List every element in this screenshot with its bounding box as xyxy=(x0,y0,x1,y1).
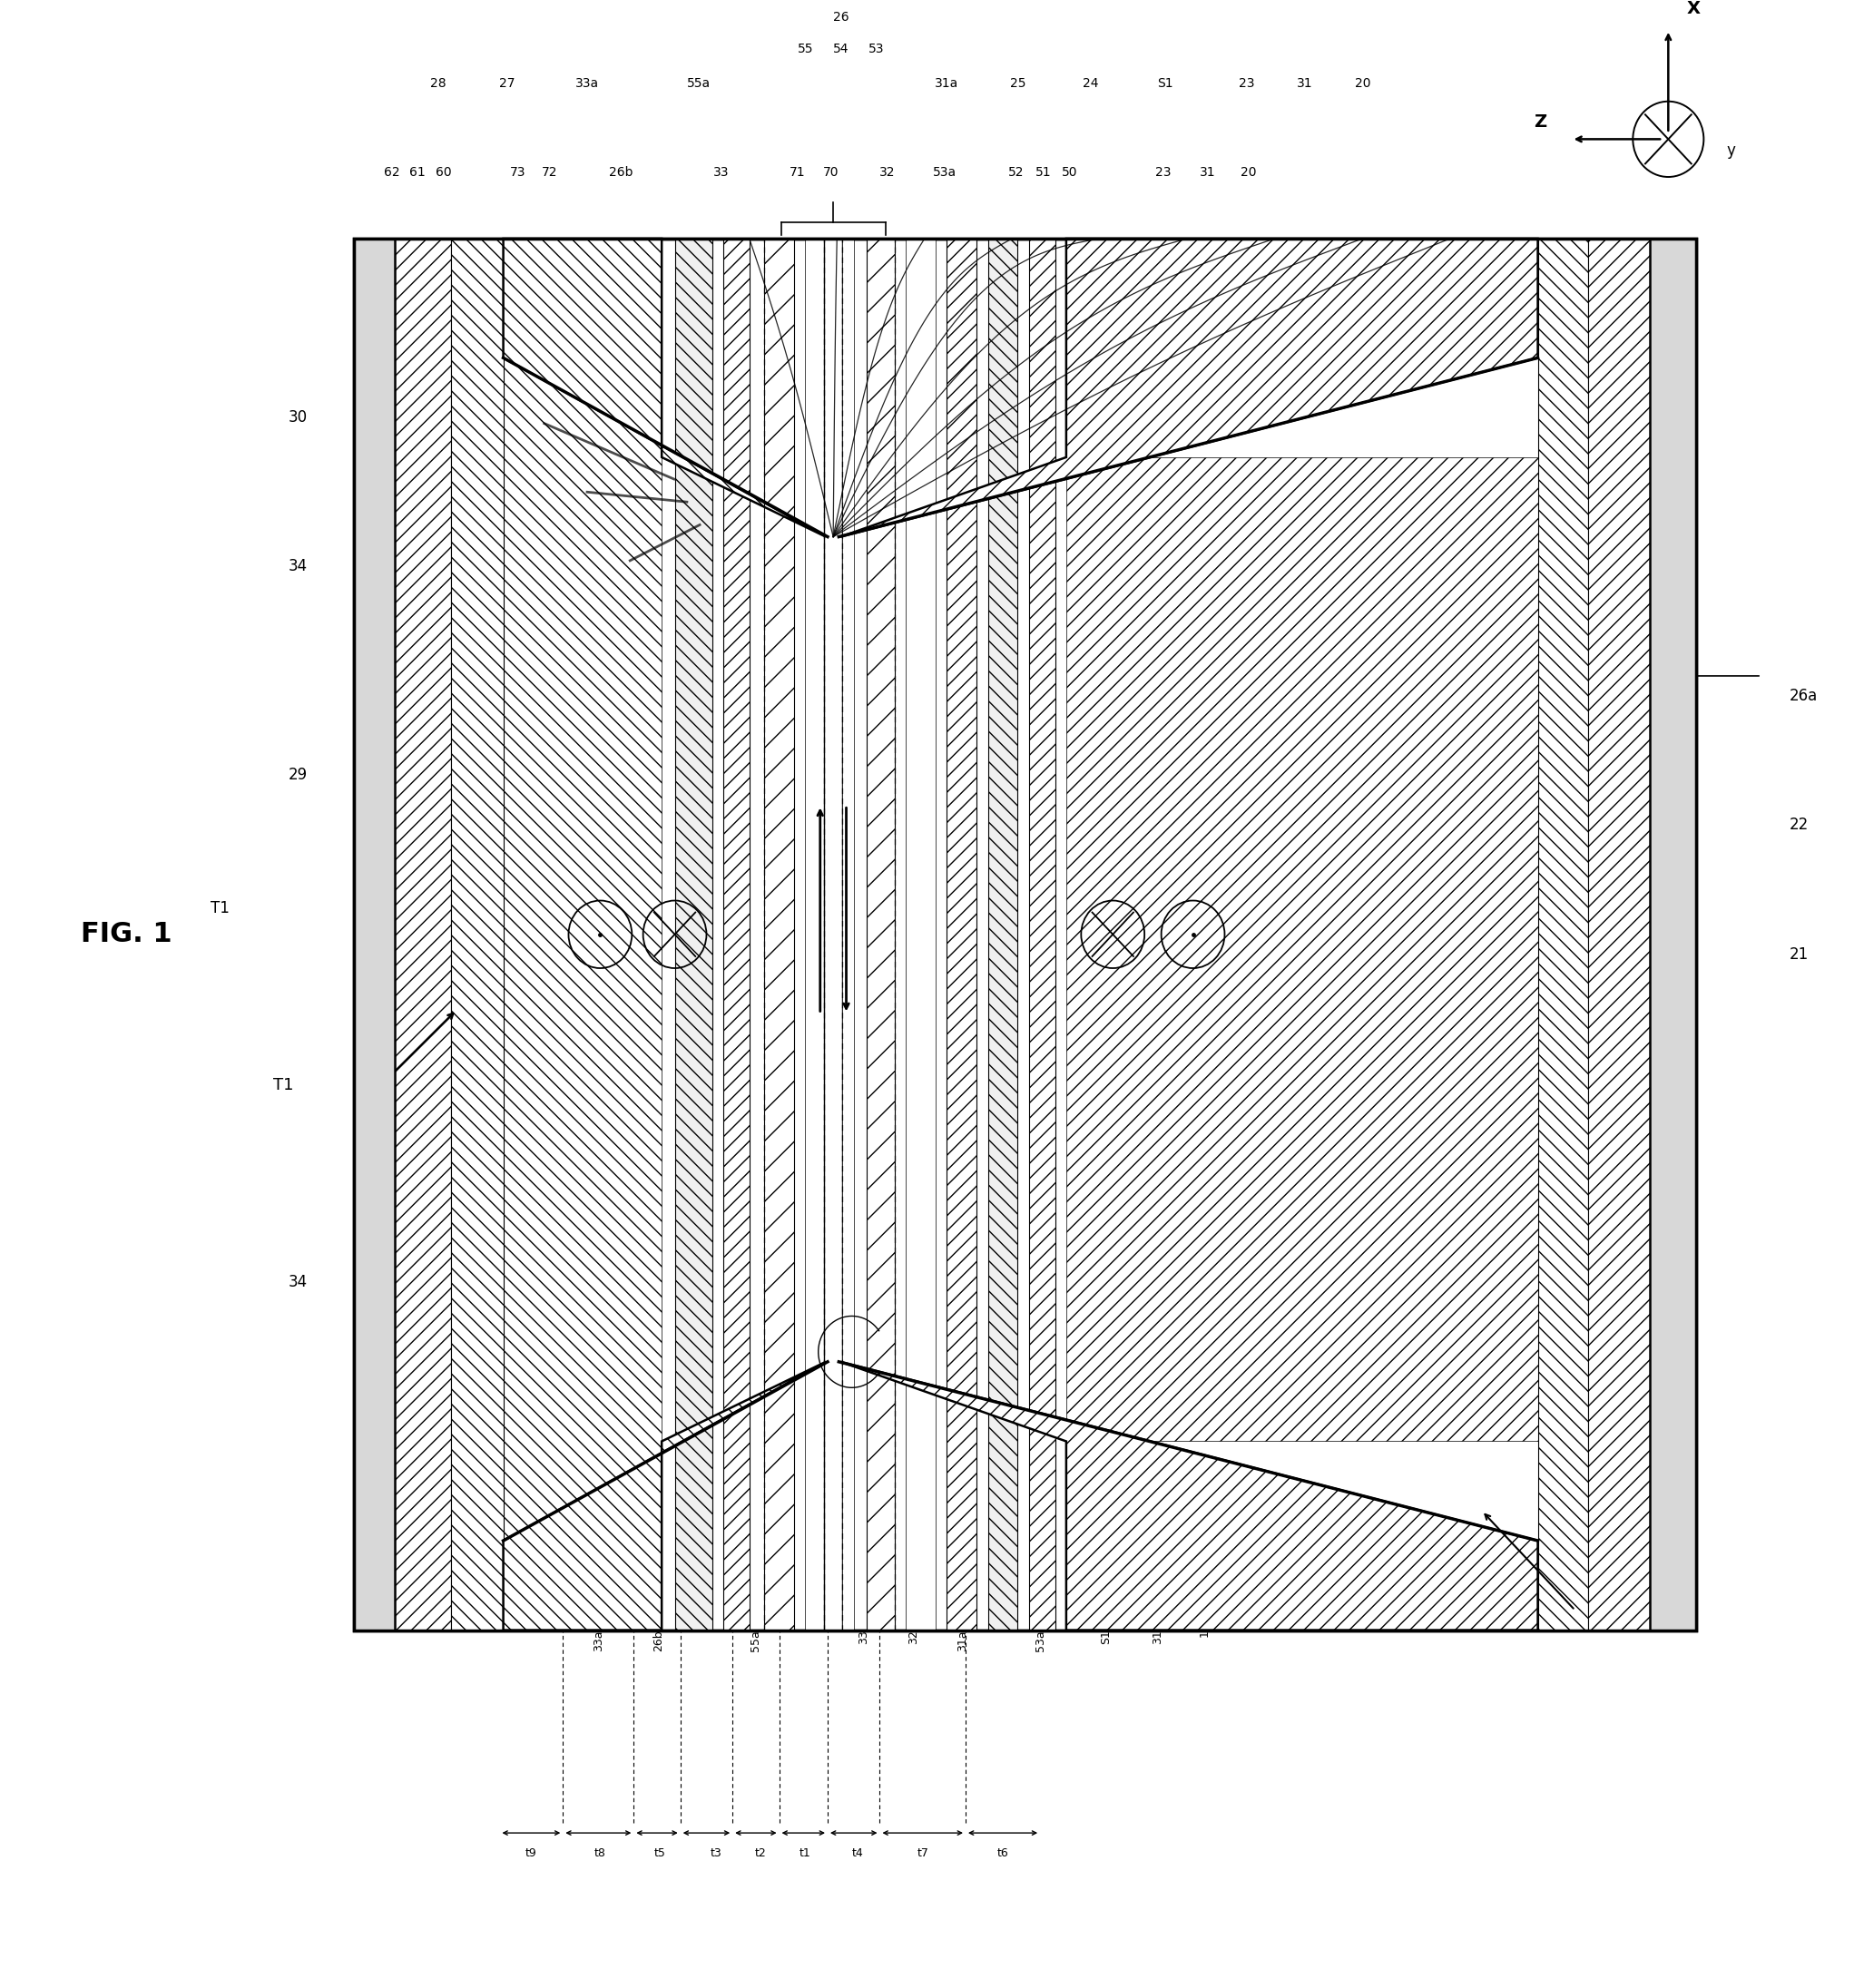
Text: 20: 20 xyxy=(1241,167,1256,179)
Text: t8: t8 xyxy=(595,1847,606,1859)
Text: 26: 26 xyxy=(833,12,848,24)
Text: S1: S1 xyxy=(1158,78,1172,89)
Bar xyxy=(451,239,503,1630)
Text: 33a: 33a xyxy=(576,78,598,89)
Text: 29: 29 xyxy=(289,767,308,783)
Text: 23: 23 xyxy=(1156,167,1171,179)
Bar xyxy=(354,239,1696,1630)
Text: 30: 30 xyxy=(289,410,308,425)
Text: Z: Z xyxy=(1534,113,1547,131)
Bar xyxy=(1650,239,1696,1630)
Bar xyxy=(354,239,395,1630)
Bar xyxy=(947,239,977,1630)
Bar xyxy=(764,239,794,1630)
Text: 31a: 31a xyxy=(956,1630,967,1652)
Bar xyxy=(906,239,936,1630)
Bar xyxy=(867,239,895,1630)
Text: 28: 28 xyxy=(431,78,445,89)
Text: 27: 27 xyxy=(500,78,514,89)
Text: 24: 24 xyxy=(1083,78,1098,89)
Text: 26b: 26b xyxy=(652,1630,664,1652)
Bar xyxy=(354,239,1696,1630)
Bar xyxy=(824,239,843,1630)
Text: t2: t2 xyxy=(755,1847,766,1859)
Text: 34: 34 xyxy=(289,1274,308,1290)
Text: 31a: 31a xyxy=(936,78,958,89)
Text: 55: 55 xyxy=(798,44,813,56)
Text: t5: t5 xyxy=(654,1847,665,1859)
Text: 34: 34 xyxy=(289,559,308,575)
Text: 31: 31 xyxy=(1297,78,1312,89)
Text: S1: S1 xyxy=(1100,1630,1111,1644)
Text: FIG. 1: FIG. 1 xyxy=(82,920,171,948)
Bar xyxy=(843,239,854,1630)
Bar xyxy=(1029,239,1055,1630)
Bar xyxy=(988,239,1018,1630)
Text: 31: 31 xyxy=(1200,167,1215,179)
Text: 22: 22 xyxy=(1789,817,1808,833)
Text: 71: 71 xyxy=(790,167,805,179)
Text: 33: 33 xyxy=(857,1630,869,1644)
Text: 26a: 26a xyxy=(1789,688,1817,704)
Bar xyxy=(1066,457,1538,1441)
Text: 62: 62 xyxy=(384,167,399,179)
Text: 31: 31 xyxy=(1152,1630,1163,1644)
Text: 53: 53 xyxy=(869,44,884,56)
Bar xyxy=(723,239,749,1630)
Text: 32: 32 xyxy=(880,167,895,179)
Bar xyxy=(395,239,451,1630)
Text: 53a: 53a xyxy=(1035,1630,1046,1652)
Polygon shape xyxy=(841,239,1538,537)
Text: t6: t6 xyxy=(997,1847,1008,1859)
Text: 33: 33 xyxy=(714,167,729,179)
Bar xyxy=(1588,239,1650,1630)
Text: 70: 70 xyxy=(824,167,839,179)
Text: 55a: 55a xyxy=(749,1630,761,1652)
Text: 21: 21 xyxy=(1789,946,1808,962)
Text: T1: T1 xyxy=(211,901,229,916)
Bar xyxy=(503,358,662,1541)
Text: 61: 61 xyxy=(410,167,425,179)
Bar xyxy=(1538,239,1588,1630)
Text: 33a: 33a xyxy=(593,1630,604,1652)
Text: t1: t1 xyxy=(800,1847,811,1859)
Text: 25: 25 xyxy=(1010,78,1025,89)
Polygon shape xyxy=(841,1362,1538,1630)
Text: t9: t9 xyxy=(526,1847,537,1859)
Text: 72: 72 xyxy=(542,167,557,179)
Text: 20: 20 xyxy=(1355,78,1370,89)
Text: 51: 51 xyxy=(1036,167,1051,179)
Text: 60: 60 xyxy=(436,167,451,179)
Text: 32: 32 xyxy=(908,1630,919,1644)
Text: T1: T1 xyxy=(274,1077,293,1093)
Bar xyxy=(675,239,712,1630)
Text: t3: t3 xyxy=(710,1847,721,1859)
Text: y: y xyxy=(1726,143,1735,159)
Text: t4: t4 xyxy=(852,1847,863,1859)
Text: 54: 54 xyxy=(833,44,848,56)
Text: X: X xyxy=(1687,0,1700,18)
Text: 50: 50 xyxy=(1062,167,1077,179)
Polygon shape xyxy=(503,1362,826,1630)
Text: 1: 1 xyxy=(1199,1630,1210,1638)
Text: 55a: 55a xyxy=(688,78,710,89)
Text: t7: t7 xyxy=(917,1847,928,1859)
Polygon shape xyxy=(503,239,826,537)
Text: 73: 73 xyxy=(511,167,526,179)
Text: 52: 52 xyxy=(1008,167,1023,179)
Bar xyxy=(805,239,824,1630)
Text: 23: 23 xyxy=(1240,78,1254,89)
Text: 26b: 26b xyxy=(610,167,632,179)
Text: 53a: 53a xyxy=(934,167,956,179)
